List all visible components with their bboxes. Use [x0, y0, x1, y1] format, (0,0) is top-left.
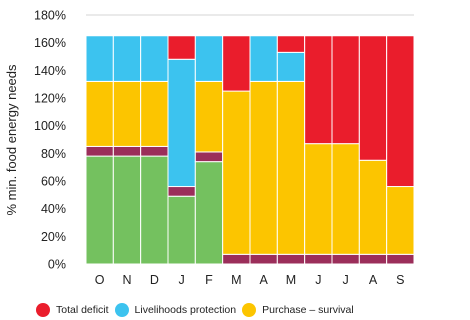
bar-segment-livelihoods-protection-3 — [167, 58, 196, 188]
legend-label-livelihoods-protection: Livelihoods protection — [134, 304, 237, 316]
y-tick-label-140: 140% — [34, 64, 66, 78]
y-tick-label-80: 80% — [41, 147, 66, 161]
y-tick-label-40: 40% — [41, 202, 66, 216]
bar-segment-other-0 — [85, 145, 114, 157]
bar-segment-other-10 — [358, 253, 388, 265]
bar-segment-other-4 — [194, 151, 224, 163]
x-tick-label-2: D — [150, 273, 159, 287]
bar-segment-livelihoods-protection-7 — [276, 51, 306, 82]
y-tick-label-60: 60% — [41, 175, 66, 189]
legend-swatch-purchase-survival — [242, 303, 257, 317]
bar-segment-total-deficit-8 — [304, 35, 333, 145]
bar-segment-own-0 — [85, 155, 114, 265]
y-tick-label-100: 100% — [34, 119, 66, 133]
x-tick-label-1: N — [122, 273, 131, 287]
bar-segment-purchase-survival-1 — [112, 80, 142, 147]
bar-segment-other-11 — [386, 253, 415, 265]
x-tick-label-8: J — [315, 273, 321, 287]
bar-segment-purchase-survival-0 — [85, 80, 114, 147]
bar-segment-other-6 — [249, 253, 278, 265]
y-tick-label-180: 180% — [34, 9, 66, 23]
x-tick-label-6: A — [259, 273, 268, 287]
x-tick-label-0: O — [95, 273, 105, 287]
bar-segment-purchase-survival-11 — [386, 186, 415, 255]
bar-segment-total-deficit-11 — [386, 35, 415, 188]
bar-segment-own-2 — [140, 155, 169, 265]
bar-segment-total-deficit-10 — [358, 35, 388, 161]
bars — [85, 35, 415, 265]
bar-segment-purchase-survival-9 — [331, 143, 360, 255]
bar-segment-total-deficit-5 — [222, 35, 251, 92]
bar-segment-own-3 — [167, 195, 196, 265]
x-tick-label-9: J — [343, 273, 349, 287]
bar-segment-purchase-survival-4 — [194, 80, 224, 153]
y-tick-labels: 0% 20% 40% 60% 80% 100% 120% 140% 160% 180% — [34, 9, 66, 272]
x-tick-label-3: J — [179, 273, 185, 287]
x-tick-label-5: M — [231, 273, 241, 287]
bar-segment-purchase-survival-6 — [249, 80, 278, 255]
bar-segment-other-2 — [140, 145, 169, 157]
x-tick-label-10: A — [369, 273, 378, 287]
x-tick-label-7: M — [286, 273, 296, 287]
legend-item-total-deficit: Total deficit — [36, 303, 109, 317]
bar-segment-livelihoods-protection-4 — [194, 35, 224, 82]
bar-segment-total-deficit-9 — [331, 35, 360, 145]
legend-item-purchase-survival: Purchase – survival — [242, 303, 354, 317]
bar-segment-purchase-survival-5 — [222, 90, 251, 255]
legend-swatch-total-deficit — [36, 303, 50, 317]
bar-segment-other-3 — [167, 186, 196, 197]
bar-segment-other-1 — [112, 145, 142, 157]
bar-segment-purchase-survival-8 — [304, 143, 333, 255]
legend-item-livelihoods-protection: Livelihoods protection — [114, 303, 237, 317]
bar-segment-other-5 — [222, 253, 251, 265]
bar-segment-other-7 — [276, 253, 306, 265]
bar-segment-total-deficit-7 — [276, 35, 306, 53]
bar-segment-livelihoods-protection-0 — [85, 35, 114, 82]
y-tick-label-120: 120% — [34, 92, 66, 106]
legend-label-purchase-survival: Purchase – survival — [262, 304, 354, 316]
bar-segment-other-8 — [304, 253, 333, 265]
y-axis-label: % min. food energy needs — [4, 64, 19, 216]
x-tick-label-11: S — [396, 273, 404, 287]
bar-segment-livelihoods-protection-6 — [249, 35, 278, 82]
bar-segment-own-1 — [112, 155, 142, 265]
bar-segment-purchase-survival-2 — [140, 80, 169, 147]
legend: Total deficit Livelihoods protection Pur… — [36, 302, 360, 318]
bar-segment-purchase-survival-7 — [276, 80, 306, 255]
y-tick-label-160: 160% — [34, 36, 66, 50]
bar-segment-livelihoods-protection-1 — [112, 35, 142, 82]
y-tick-label-0: 0% — [48, 258, 66, 272]
bar-segment-other-9 — [331, 253, 360, 265]
bar-segment-total-deficit-3 — [167, 35, 196, 60]
bar-segment-own-4 — [194, 161, 224, 265]
bar-segment-purchase-survival-10 — [358, 159, 388, 255]
legend-label-total-deficit: Total deficit — [56, 304, 109, 316]
x-tick-label-4: F — [205, 273, 213, 287]
bar-segment-livelihoods-protection-2 — [140, 35, 169, 82]
y-tick-label-20: 20% — [41, 230, 66, 244]
legend-swatch-livelihoods-protection — [114, 303, 129, 317]
